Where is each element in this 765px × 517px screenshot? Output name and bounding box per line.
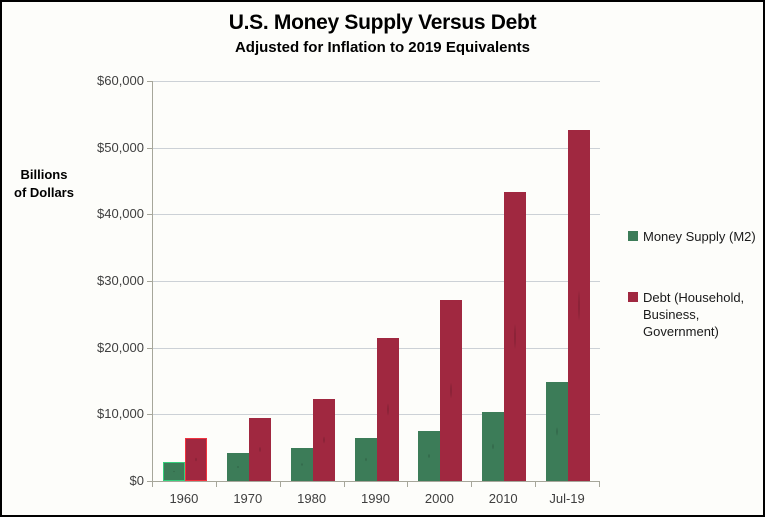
gridline-50000	[153, 147, 600, 149]
chart-title: U.S. Money Supply Versus Debt	[228, 11, 537, 34]
legend-label: Debt (Household, Business, Government)	[643, 289, 763, 340]
bar-debt-2010	[504, 191, 527, 481]
x-axis-tick	[343, 482, 345, 487]
y-axis-tick	[147, 481, 152, 482]
legend-label-line: Debt (Household,	[643, 290, 745, 305]
bar-debt-1990	[376, 338, 399, 481]
bar-debt-Jul-19	[568, 130, 591, 481]
x-axis-tick	[279, 482, 281, 487]
y-axis-tick	[147, 214, 152, 216]
chart-subtitle: Adjusted for Inflation to 2019 Equivalen…	[234, 39, 531, 56]
legend-label-line: Business,	[643, 307, 700, 322]
bar-debt-1970	[248, 417, 271, 481]
bar-money-supply-1960	[162, 461, 185, 481]
y-tick-label: $20,000	[97, 339, 144, 355]
x-axis-tick	[407, 482, 409, 487]
plot-area	[152, 81, 600, 482]
x-axis-tick	[215, 482, 217, 487]
bar-money-supply-1970	[226, 453, 249, 481]
bar-debt-2000	[440, 300, 463, 481]
y-tick-label: $50,000	[97, 139, 144, 155]
x-axis-tick	[471, 482, 473, 487]
y-axis-tick	[147, 347, 152, 349]
gridline-60000	[153, 81, 600, 82]
legend-entry-money-supply: Money Supply (M2)	[619, 228, 763, 245]
x-tick-label-1990: 1990	[361, 491, 390, 506]
y-axis-title-line1: Billions	[20, 167, 68, 182]
bar-money-supply-1980	[290, 447, 313, 481]
y-tick-label: $0	[129, 473, 144, 488]
legend-label-line: Money Supply (M2)	[643, 229, 756, 244]
legend-swatch-icon	[628, 231, 638, 241]
legend-label-line: Government)	[643, 324, 719, 339]
y-axis-tick	[147, 414, 152, 416]
y-tick-label: $10,000	[97, 406, 144, 422]
x-axis-tick	[535, 482, 537, 487]
x-axis-tick	[599, 482, 600, 487]
x-tick-label-2010: 2010	[488, 491, 518, 506]
bar-debt-1960	[184, 438, 207, 481]
bar-money-supply-2000	[418, 431, 441, 481]
x-tick-label-1970: 1970	[233, 491, 263, 506]
x-tick-label-Jul-19: Jul-19	[549, 491, 585, 506]
gridline-40000	[153, 214, 600, 216]
y-axis-tick	[147, 81, 152, 82]
bar-debt-1980	[312, 399, 335, 481]
y-tick-label: $30,000	[97, 273, 144, 288]
y-axis-title: Billions of Dollars	[2, 166, 86, 202]
bar-money-supply-2010	[482, 411, 505, 481]
x-tick-label-1980: 1980	[297, 491, 327, 506]
bar-money-supply-Jul-19	[546, 381, 569, 481]
y-axis-tick	[147, 281, 152, 282]
y-tick-label: $40,000	[97, 206, 144, 222]
x-tick-label-1960: 1960	[169, 491, 199, 506]
x-tick-label-2000: 2000	[424, 491, 454, 506]
y-axis-title-line2: of Dollars	[14, 185, 74, 200]
y-axis-tick	[147, 147, 152, 149]
legend-swatch-icon	[628, 292, 638, 302]
y-tick-label: $60,000	[97, 73, 144, 88]
legend-label: Money Supply (M2)	[643, 228, 763, 245]
gridline-30000	[153, 281, 600, 282]
legend-entry-debt: Debt (Household, Business, Government)	[619, 289, 763, 340]
x-axis-tick	[152, 482, 153, 487]
bar-money-supply-1990	[354, 437, 377, 481]
